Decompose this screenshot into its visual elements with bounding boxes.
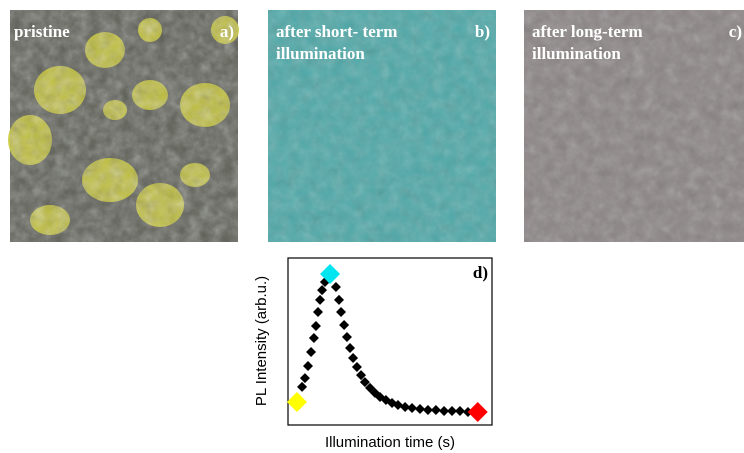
- panel-label: d): [473, 263, 488, 282]
- figure: pristine a) after short- term illumination b…: [0, 0, 744, 453]
- data-point: [415, 404, 425, 414]
- data-point: [431, 405, 441, 415]
- data-point: [297, 382, 307, 392]
- data-point: [309, 333, 319, 343]
- panel-a-image: [8, 10, 239, 242]
- panel-title: illumination: [276, 44, 365, 63]
- data-point: [303, 361, 313, 371]
- data-point: [313, 307, 323, 317]
- data-point: [317, 285, 327, 295]
- data-point: [334, 295, 344, 305]
- data-point: [311, 321, 321, 331]
- data-point: [348, 353, 358, 363]
- data-point: [407, 403, 417, 413]
- data-point: [342, 332, 352, 342]
- panel-title: after short- term: [276, 22, 397, 41]
- data-point: [345, 343, 355, 353]
- data-point: [339, 320, 349, 330]
- panel-title: after long-term: [532, 22, 643, 41]
- data-point: [300, 373, 310, 383]
- data-point: [315, 295, 325, 305]
- data-point: [455, 406, 465, 416]
- panel-label: b): [475, 22, 490, 41]
- y-axis-label: PL Intensity (arb.u.): [253, 276, 270, 406]
- panel-title: pristine: [14, 22, 70, 41]
- data-point: [306, 347, 316, 357]
- data-point: [352, 362, 362, 372]
- panel-label: a): [220, 22, 234, 41]
- panel-title: illumination: [532, 44, 621, 63]
- x-axis-label: Illumination time (s): [325, 434, 455, 451]
- data-point: [336, 307, 346, 317]
- panel-label: c): [729, 22, 742, 41]
- data-point: [331, 282, 341, 292]
- highlight-point: [468, 402, 488, 422]
- highlight-point: [287, 392, 307, 412]
